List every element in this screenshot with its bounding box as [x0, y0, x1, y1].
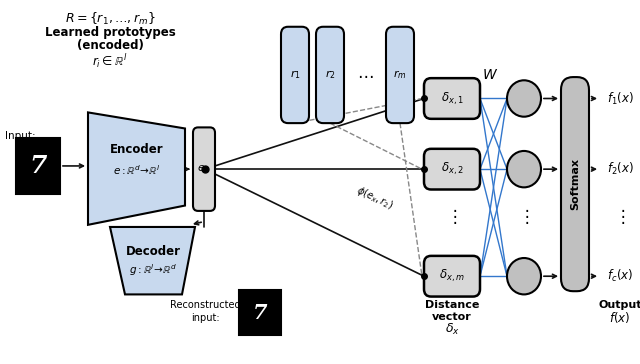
Text: Encoder: Encoder [110, 143, 164, 157]
Text: $f_2(x)$: $f_2(x)$ [607, 161, 634, 177]
Text: $\phi(e_x,r_2)$: $\phi(e_x,r_2)$ [355, 183, 396, 213]
FancyBboxPatch shape [386, 27, 414, 123]
Polygon shape [110, 227, 195, 294]
Text: $\delta_{x,2}$: $\delta_{x,2}$ [441, 161, 463, 177]
Text: input:: input: [191, 313, 220, 323]
Text: $e_x$: $e_x$ [197, 163, 211, 175]
Ellipse shape [507, 80, 541, 117]
Text: $f_1(x)$: $f_1(x)$ [607, 90, 634, 107]
Text: Reconstructed: Reconstructed [170, 300, 240, 310]
Ellipse shape [507, 151, 541, 187]
Text: Input:: Input: [5, 131, 36, 141]
Text: $\delta_{x,m}$: $\delta_{x,m}$ [439, 268, 465, 284]
Text: 7: 7 [29, 154, 47, 178]
Bar [16, 138, 60, 194]
Text: $\delta_x$: $\delta_x$ [445, 322, 460, 337]
Text: $r_i\in\mathbb{R}^l$: $r_i\in\mathbb{R}^l$ [92, 52, 127, 71]
Text: $R=\{r_1,\ldots,r_m\}$: $R=\{r_1,\ldots,r_m\}$ [65, 11, 156, 27]
Text: Distance: Distance [425, 300, 479, 310]
Text: $\vdots$: $\vdots$ [518, 207, 529, 226]
Text: Softmax: Softmax [570, 158, 580, 210]
Text: $W$: $W$ [482, 68, 498, 82]
Text: $f(x)$: $f(x)$ [609, 310, 630, 325]
FancyBboxPatch shape [424, 78, 480, 119]
FancyBboxPatch shape [561, 77, 589, 291]
Text: $e:\mathbb{R}^d\!\to\!\mathbb{R}^l$: $e:\mathbb{R}^d\!\to\!\mathbb{R}^l$ [113, 163, 161, 177]
Text: Learned prototypes: Learned prototypes [45, 26, 175, 39]
Bar [239, 290, 281, 335]
Text: $\delta_{x,1}$: $\delta_{x,1}$ [440, 90, 463, 107]
Text: 7: 7 [253, 302, 268, 323]
Text: $f_c(x)$: $f_c(x)$ [607, 268, 633, 284]
FancyBboxPatch shape [316, 27, 344, 123]
Polygon shape [88, 112, 185, 225]
FancyBboxPatch shape [281, 27, 309, 123]
Text: $\vdots$: $\vdots$ [447, 207, 458, 226]
Text: $g:\mathbb{R}^l\!\to\!\mathbb{R}^d$: $g:\mathbb{R}^l\!\to\!\mathbb{R}^d$ [129, 262, 177, 278]
Ellipse shape [507, 258, 541, 294]
Text: $\vdots$: $\vdots$ [614, 207, 625, 226]
Text: vector: vector [432, 312, 472, 322]
FancyBboxPatch shape [424, 256, 480, 297]
Text: Output: Output [598, 300, 640, 310]
FancyBboxPatch shape [424, 149, 480, 190]
Text: $\cdots$: $\cdots$ [356, 66, 373, 84]
Text: $r_1$: $r_1$ [289, 68, 300, 81]
FancyBboxPatch shape [193, 127, 215, 211]
Text: $r_m$: $r_m$ [393, 68, 407, 81]
Text: Decoder: Decoder [125, 245, 180, 258]
Text: $r_2$: $r_2$ [324, 68, 335, 81]
Text: (encoded): (encoded) [77, 39, 143, 52]
